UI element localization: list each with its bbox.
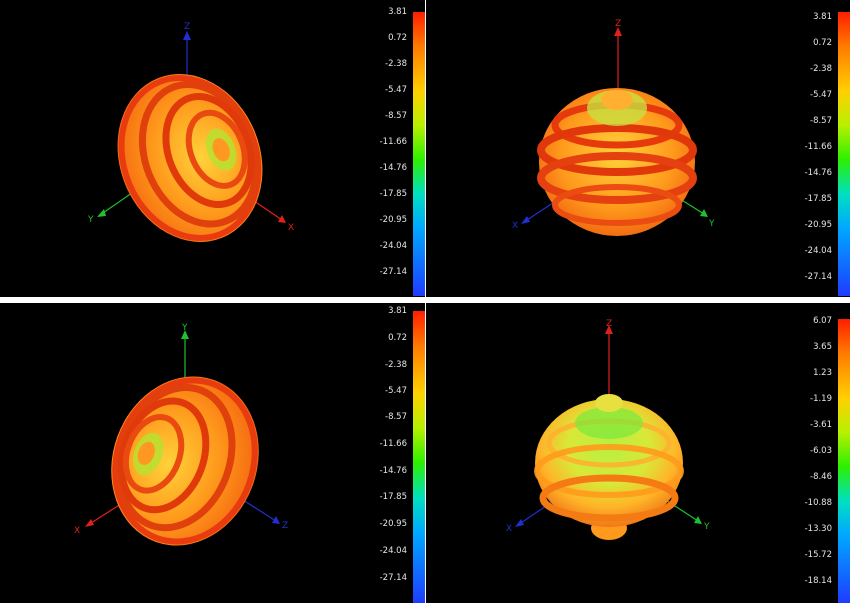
tick-label: -24.04 <box>379 546 407 556</box>
tick-label: -20.95 <box>379 519 407 529</box>
tick-label: -17.85 <box>804 194 832 204</box>
tick-label: 0.72 <box>388 33 407 43</box>
z-axis-label: Z <box>282 521 288 531</box>
tick-label: -2.38 <box>385 360 407 370</box>
pattern-viewport-1[interactable]: Z Y X <box>0 0 400 297</box>
y-axis-arrow <box>694 516 702 524</box>
y-axis-arrow <box>181 330 189 339</box>
tick-label: -8.57 <box>810 116 832 126</box>
tick-label: -18.14 <box>804 576 832 586</box>
colorbar <box>413 12 425 296</box>
radiation-pattern-panel-1: Z Y X 3.81 0.72 -2.38 -5.47 -8.57 -11.66… <box>0 0 425 297</box>
tick-label: -11.66 <box>804 142 832 152</box>
x-axis-arrow <box>515 519 524 527</box>
colorbar <box>838 12 850 296</box>
tick-label: -11.66 <box>379 137 407 147</box>
y-axis-arrow <box>97 209 106 217</box>
tick-label: 1.23 <box>813 368 832 378</box>
tick-label: -5.47 <box>385 85 407 95</box>
x-axis-label: X <box>506 524 512 534</box>
radiation-lobe <box>534 394 684 540</box>
z-axis-arrow <box>272 516 280 524</box>
z-axis-label: Z <box>184 22 190 32</box>
tick-label: -27.14 <box>379 267 407 277</box>
pattern-viewport-4[interactable]: Z X Y <box>426 303 826 603</box>
tick-label: -15.72 <box>804 550 832 560</box>
colorbar-ticks: 6.07 3.65 1.23 -1.19 -3.61 -6.03 -8.46 -… <box>792 316 832 603</box>
tick-label: -1.19 <box>810 394 832 404</box>
colorbar <box>413 311 425 603</box>
radiation-pattern-panel-4: Z X Y 6.07 3.65 1.23 -1.19 -3.61 -6.03 -… <box>426 303 850 603</box>
tick-label: -13.30 <box>804 524 832 534</box>
x-axis-arrow <box>85 519 94 527</box>
tick-label: -3.61 <box>810 420 832 430</box>
tick-label: -24.04 <box>804 246 832 256</box>
tick-label: -20.95 <box>379 215 407 225</box>
tick-label: 3.81 <box>813 12 832 22</box>
tick-label: 0.72 <box>388 333 407 343</box>
colorbar-ticks: 3.81 0.72 -2.38 -5.47 -8.57 -11.66 -14.7… <box>367 306 407 603</box>
x-axis-arrow <box>278 215 286 223</box>
tick-label: -27.14 <box>379 573 407 583</box>
tick-label: -27.14 <box>804 272 832 282</box>
tick-label: -14.76 <box>804 168 832 178</box>
x-axis-label: X <box>288 223 294 233</box>
tick-label: -6.03 <box>810 446 832 456</box>
tick-label: -8.57 <box>385 111 407 121</box>
tick-label: 3.65 <box>813 342 832 352</box>
x-axis-label: X <box>74 526 80 536</box>
tick-label: 3.81 <box>388 306 407 316</box>
tick-label: 0.72 <box>813 38 832 48</box>
tick-label: -11.66 <box>379 439 407 449</box>
tick-label: 3.81 <box>388 7 407 17</box>
z-axis-arrow <box>605 325 613 334</box>
y-axis-label: Y <box>703 522 710 532</box>
tick-label: -8.46 <box>810 472 832 482</box>
pattern-viewport-3[interactable]: Y X Z <box>0 303 400 603</box>
tick-label: -14.76 <box>379 163 407 173</box>
radiation-lobe <box>537 88 697 236</box>
tick-label: -2.38 <box>810 64 832 74</box>
tick-label: -5.47 <box>810 90 832 100</box>
tick-label: -17.85 <box>379 189 407 199</box>
z-axis-label: Z <box>615 19 621 29</box>
y-axis-label: Y <box>708 219 715 229</box>
tick-label: -24.04 <box>379 241 407 251</box>
tick-label: -5.47 <box>385 386 407 396</box>
tick-label: -20.95 <box>804 220 832 230</box>
radiation-pattern-panel-2: Z X Y 3.81 0.72 -2.38 -5.47 -8.57 -11.66… <box>426 0 850 297</box>
z-axis-label: Z <box>606 319 612 329</box>
x-axis-label: X <box>512 221 518 231</box>
x-axis-arrow <box>521 216 530 224</box>
z-axis-arrow <box>183 31 191 40</box>
pattern-viewport-2[interactable]: Z X Y <box>426 0 826 297</box>
tick-label: -8.57 <box>385 412 407 422</box>
tick-label: -2.38 <box>385 59 407 69</box>
y-axis-label: Y <box>87 215 94 225</box>
tick-label: -10.88 <box>804 498 832 508</box>
colorbar <box>838 319 850 603</box>
z-axis-arrow <box>614 27 622 36</box>
radiation-pattern-panel-3: Y X Z 3.81 0.72 -2.38 -5.47 -8.57 -11.66… <box>0 303 425 603</box>
y-axis-arrow <box>700 209 708 217</box>
tick-label: 6.07 <box>813 316 832 326</box>
tick-label: -14.76 <box>379 466 407 476</box>
y-axis-label: Y <box>181 323 188 333</box>
radiation-lobe <box>111 376 259 546</box>
tick-label: -17.85 <box>379 492 407 502</box>
radiation-lobe <box>117 74 263 242</box>
colorbar-ticks: 3.81 0.72 -2.38 -5.47 -8.57 -11.66 -14.7… <box>367 7 407 296</box>
colorbar-ticks: 3.81 0.72 -2.38 -5.47 -8.57 -11.66 -14.7… <box>792 12 832 296</box>
